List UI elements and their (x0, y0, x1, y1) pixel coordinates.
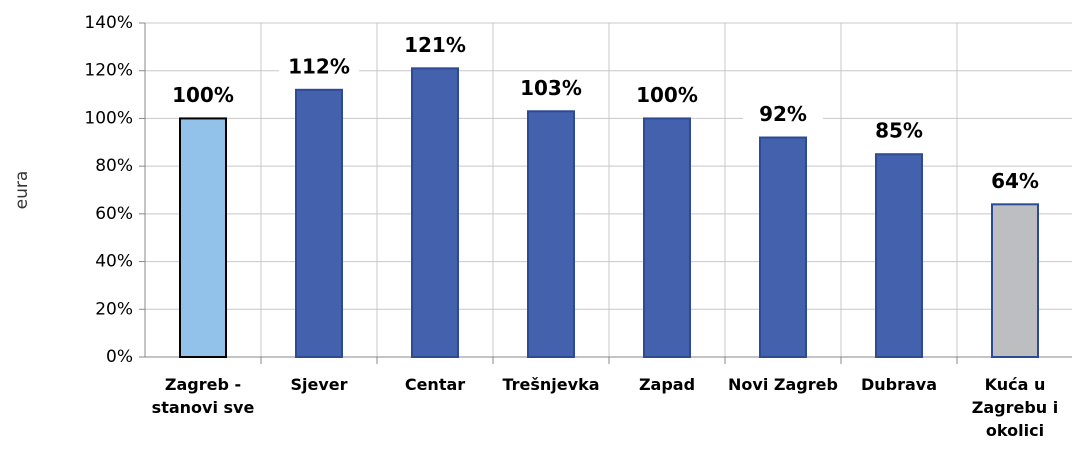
value-label: 85% (875, 119, 923, 143)
bar (991, 203, 1039, 358)
bar (527, 110, 575, 359)
value-label: 92% (759, 102, 807, 126)
x-tick-label: Novi Zagreb (728, 375, 838, 394)
x-tick-label: Centar (404, 375, 466, 394)
x-tick-label: Zapad (638, 375, 696, 394)
bar (759, 136, 807, 358)
bar (875, 153, 923, 358)
bar (643, 117, 691, 358)
y-axis-label: eura (12, 171, 32, 210)
value-label-bg (627, 83, 707, 110)
value-label: 112% (288, 54, 350, 78)
y-tick-label: 40% (95, 252, 133, 272)
y-tick-label: 60% (95, 204, 133, 224)
y-tick-label: 140% (84, 13, 133, 33)
bar (411, 67, 459, 358)
value-label-bg (511, 76, 591, 103)
x-tick-label: Zagreb - stanovi sve (151, 375, 255, 417)
value-label: 121% (404, 33, 466, 57)
y-tick-label: 100% (84, 108, 133, 128)
value-label: 100% (172, 83, 234, 107)
x-tick-label: Kuća u Zagrebu i okolici (971, 375, 1059, 440)
value-label-bg (163, 83, 243, 110)
value-label: 64% (991, 169, 1039, 193)
bar (295, 88, 343, 359)
value-label-bg (859, 119, 939, 146)
x-tick-label: Sjever (290, 375, 348, 394)
value-label-bg (743, 102, 823, 129)
y-tick-label: 120% (84, 61, 133, 81)
x-tick-label: Trešnjevka (502, 375, 600, 394)
value-label: 100% (636, 83, 698, 107)
y-tick-label: 20% (95, 299, 133, 319)
y-tick-label: 80% (95, 156, 133, 176)
value-label-bg (395, 33, 475, 60)
value-label: 103% (520, 76, 582, 100)
value-label-bg (279, 54, 359, 81)
value-label-bg (975, 169, 1055, 196)
bar (179, 117, 227, 358)
x-tick-label: Dubrava (860, 375, 938, 394)
y-tick-label: 0% (106, 347, 133, 367)
